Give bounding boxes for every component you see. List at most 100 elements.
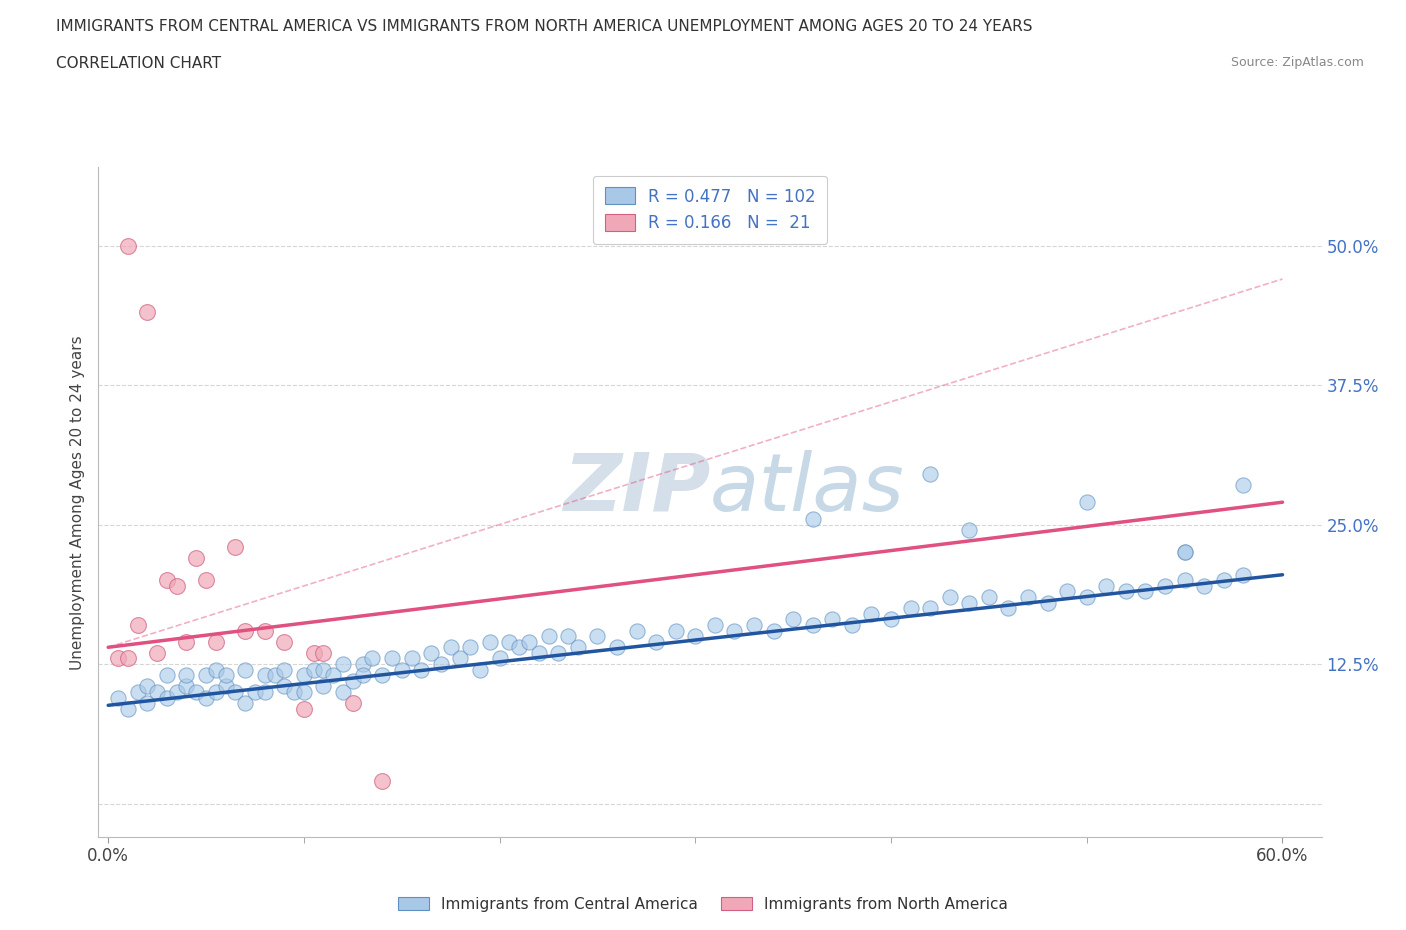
Point (195, 573, 218, 588)
Point (920, 601, 942, 616)
Point (782, 612, 804, 627)
Point (1036, 595, 1059, 610)
Point (205, 662, 228, 677)
Point (117, 701, 139, 716)
Point (517, 634, 540, 649)
Point (107, 690, 129, 705)
Point (411, 662, 433, 677)
Point (332, 684, 354, 699)
Point (263, 668, 285, 683)
Point (1174, 573, 1197, 588)
Legend: Immigrants from Central America, Immigrants from North America: Immigrants from Central America, Immigra… (392, 890, 1014, 918)
Point (527, 645, 550, 660)
Point (498, 634, 520, 649)
Point (880, 612, 903, 627)
Point (214, 668, 236, 683)
Point (547, 645, 569, 660)
Point (283, 684, 305, 699)
Point (186, 551, 208, 565)
Point (302, 662, 325, 677)
Point (332, 657, 354, 671)
Point (1192, 578, 1215, 593)
Point (312, 645, 335, 660)
Point (352, 668, 374, 683)
Point (458, 640, 481, 655)
Point (1076, 495, 1098, 510)
Point (136, 696, 159, 711)
Point (233, 696, 256, 711)
Point (1174, 545, 1197, 560)
Y-axis label: Unemployment Among Ages 20 to 24 years: Unemployment Among Ages 20 to 24 years (70, 335, 86, 670)
Point (401, 651, 423, 666)
Point (146, 645, 169, 660)
Point (117, 238, 139, 253)
Text: atlas: atlas (710, 450, 905, 528)
Point (253, 684, 276, 699)
Point (468, 662, 491, 677)
Point (957, 595, 980, 610)
Point (176, 668, 198, 683)
Point (430, 657, 453, 671)
Point (821, 612, 844, 627)
Point (186, 684, 208, 699)
Point (127, 684, 149, 699)
Point (273, 634, 295, 649)
Point (253, 623, 276, 638)
Point (302, 645, 325, 660)
Point (1017, 590, 1039, 604)
Point (253, 668, 276, 683)
Point (703, 618, 725, 632)
Point (371, 668, 394, 683)
Point (156, 573, 179, 588)
Point (1115, 584, 1137, 599)
Point (292, 701, 315, 716)
Point (997, 601, 1019, 616)
Point (1174, 545, 1197, 560)
Point (176, 634, 198, 649)
Point (312, 679, 335, 694)
Point (233, 623, 256, 638)
Point (312, 662, 335, 677)
Point (107, 651, 129, 666)
Point (450, 651, 472, 666)
Point (801, 618, 824, 632)
Text: IMMIGRANTS FROM CENTRAL AMERICA VS IMMIGRANTS FROM NORTH AMERICA UNEMPLOYMENT AM: IMMIGRANTS FROM CENTRAL AMERICA VS IMMIG… (56, 19, 1033, 33)
Point (742, 618, 765, 632)
Point (860, 606, 883, 621)
Point (224, 539, 246, 554)
Point (1056, 584, 1078, 599)
Point (381, 651, 404, 666)
Point (1095, 578, 1118, 593)
Point (1076, 590, 1098, 604)
Point (606, 640, 628, 655)
Point (420, 645, 443, 660)
Point (224, 684, 246, 699)
Point (156, 690, 179, 705)
Point (645, 634, 668, 649)
Point (156, 668, 179, 683)
Point (977, 590, 1000, 604)
Point (127, 618, 149, 632)
Point (685, 629, 707, 644)
Point (361, 651, 384, 666)
Point (342, 673, 364, 688)
Point (292, 668, 315, 683)
Point (801, 512, 824, 526)
Point (205, 684, 228, 699)
Point (205, 634, 228, 649)
Point (146, 684, 169, 699)
Point (900, 601, 922, 616)
Point (920, 467, 942, 482)
Point (195, 690, 218, 705)
Point (723, 623, 745, 638)
Point (762, 623, 785, 638)
Point (557, 629, 579, 644)
Point (1135, 584, 1157, 599)
Point (292, 684, 315, 699)
Point (391, 662, 413, 677)
Point (1232, 567, 1254, 582)
Point (478, 634, 501, 649)
Point (626, 623, 648, 638)
Text: ZIP: ZIP (562, 450, 710, 528)
Point (166, 684, 188, 699)
